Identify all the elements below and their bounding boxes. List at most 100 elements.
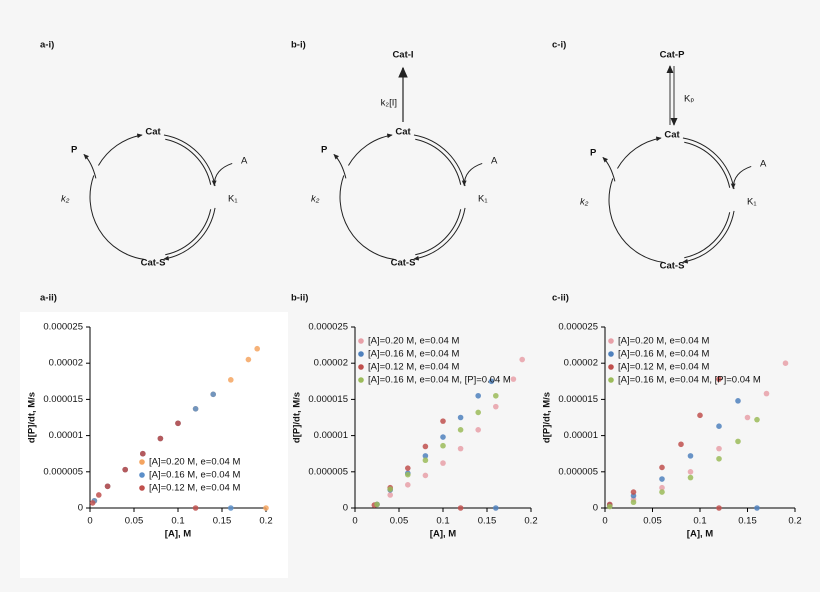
data-point xyxy=(440,434,446,440)
side-species: Cat-I xyxy=(392,50,413,61)
product-arrow xyxy=(333,153,347,179)
x-tick-label: 0.15 xyxy=(213,516,232,527)
legend-swatch xyxy=(358,377,364,383)
cycle-arc xyxy=(415,138,462,185)
data-point xyxy=(387,492,394,498)
data-point xyxy=(457,445,464,452)
cycle-arc xyxy=(608,178,664,263)
x-tick-label: 0.1 xyxy=(436,516,449,527)
legend-swatch xyxy=(139,459,145,465)
legend-label: [A]=0.16 M, e=0.04 M xyxy=(368,349,459,360)
data-point xyxy=(440,460,446,466)
y-tick-label: 0.00001 xyxy=(314,430,348,441)
data-point xyxy=(493,403,499,410)
x-tick-label: 0.15 xyxy=(478,516,497,527)
cycle-top: Cat xyxy=(664,130,680,141)
cycle-bottom: Cat-S xyxy=(391,258,416,269)
x-tick-label: 0 xyxy=(87,516,92,527)
x-axis-label: [A], M xyxy=(430,529,456,540)
data-point xyxy=(122,466,128,473)
y-tick-label: 0.000005 xyxy=(558,466,598,477)
y-tick-label: 0.00002 xyxy=(564,358,598,369)
data-point xyxy=(763,390,770,397)
legend-swatch xyxy=(358,338,364,344)
legend-swatch xyxy=(608,338,614,344)
data-point xyxy=(245,356,252,363)
data-point xyxy=(697,412,703,419)
y-tick-label: 0 xyxy=(343,503,348,514)
data-point xyxy=(735,398,741,404)
data-point xyxy=(157,435,164,442)
x-tick-label: 0 xyxy=(352,516,357,527)
data-point xyxy=(678,441,684,448)
legend-label: [A]=0.12 M, e=0.04 M xyxy=(149,483,240,494)
x-tick-label: 0 xyxy=(602,516,607,527)
y-tick-label: 0.00002 xyxy=(49,358,83,369)
data-point xyxy=(405,465,411,471)
data-point xyxy=(716,423,722,429)
legend-label: [A]=0.16 M, e=0.04 M, [P]=0.04 M xyxy=(368,375,511,386)
data-point xyxy=(440,442,446,449)
data-point xyxy=(659,484,665,491)
legend-swatch xyxy=(608,351,614,357)
data-point xyxy=(687,453,694,459)
y-tick-label: 0.000025 xyxy=(43,322,83,333)
cycle-bottom: Cat-S xyxy=(141,258,166,269)
substrate: A xyxy=(760,159,767,170)
data-point xyxy=(519,356,525,363)
data-point xyxy=(475,409,482,416)
x-tick-label: 0.2 xyxy=(788,516,801,527)
y-axis-label: d[P]/dt, M/s xyxy=(27,392,38,443)
x-tick-label: 0.15 xyxy=(738,516,757,527)
x-axis-label: [A], M xyxy=(687,529,713,540)
legend-label: [A]=0.20 M, e=0.04 M xyxy=(149,457,240,468)
cycle-arc xyxy=(617,136,662,169)
cycle-arc xyxy=(682,137,735,190)
substrate: A xyxy=(241,156,248,167)
side-rate: Kₚ xyxy=(684,94,694,105)
data-point xyxy=(457,427,464,433)
data-point xyxy=(457,414,464,421)
rate-k: k₂ xyxy=(61,194,70,205)
cycle-arc xyxy=(413,207,466,261)
data-point xyxy=(228,505,234,511)
legend-label: [A]=0.12 M, e=0.04 M xyxy=(618,362,709,373)
y-tick-label: 0.000005 xyxy=(43,466,83,477)
rate-K: K₁ xyxy=(228,194,238,205)
data-point xyxy=(630,489,637,495)
data-point xyxy=(659,489,665,495)
cycle-arc xyxy=(684,141,731,188)
cycle-arc xyxy=(165,209,212,256)
data-point xyxy=(440,418,446,424)
data-point xyxy=(422,453,429,459)
y-tick-label: 0.000025 xyxy=(558,322,598,333)
legend-label: [A]=0.20 M, e=0.04 M xyxy=(368,336,459,347)
data-point xyxy=(510,376,517,382)
y-tick-label: 0.00002 xyxy=(314,358,348,369)
legend-label: [A]=0.20 M, e=0.04 M xyxy=(618,336,709,347)
substrate-arrow xyxy=(211,162,233,187)
data-point xyxy=(422,472,429,479)
legend-swatch xyxy=(358,364,364,370)
data-point xyxy=(782,360,789,367)
x-tick-label: 0.05 xyxy=(125,516,144,527)
y-tick-label: 0.000025 xyxy=(308,322,348,333)
rate-k: k₂ xyxy=(580,197,589,208)
data-point xyxy=(387,486,394,492)
legend-label: [A]=0.12 M, e=0.04 M xyxy=(368,362,459,373)
y-tick-label: 0.000015 xyxy=(43,394,83,405)
y-tick-label: 0.00001 xyxy=(49,430,83,441)
legend-label: [A]=0.16 M, e=0.04 M, [P]=0.04 M xyxy=(618,375,761,386)
data-point xyxy=(210,391,216,398)
x-axis-label: [A], M xyxy=(165,529,191,540)
y-tick-label: 0.00001 xyxy=(564,430,598,441)
panel-label: c-i) xyxy=(552,40,566,51)
legend-label: [A]=0.16 M, e=0.04 M xyxy=(149,470,240,481)
cycle-top: Cat xyxy=(145,127,161,138)
cycle-arc xyxy=(163,207,216,261)
x-tick-label: 0.1 xyxy=(171,516,184,527)
cycle-arc xyxy=(684,212,731,259)
product-arrow xyxy=(602,156,616,182)
data-point xyxy=(475,392,482,399)
y-tick-label: 0.000015 xyxy=(308,394,348,405)
